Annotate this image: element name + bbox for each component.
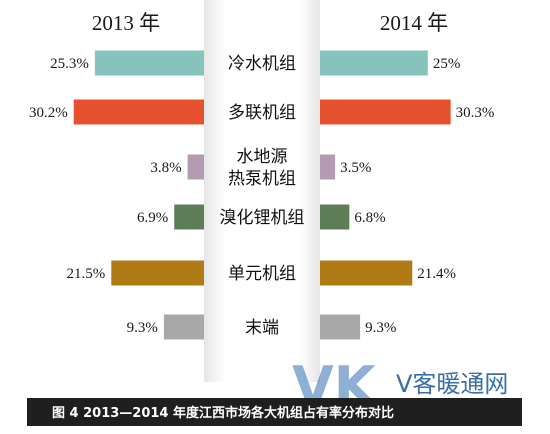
bar-2013-4	[111, 260, 204, 286]
value-label-2013-3: 6.9%	[137, 210, 168, 226]
category-label-4: 单元机组	[228, 264, 296, 284]
category-label-5: 末端	[245, 318, 279, 338]
category-label-2-0: 水地源	[237, 147, 288, 167]
center-label-column	[204, 0, 320, 382]
right-year-title: 2014 年	[380, 11, 448, 35]
bar-2014-3	[320, 204, 350, 230]
value-label-2013-0: 25.3%	[50, 56, 89, 72]
category-label-0: 冷水机组	[228, 54, 296, 74]
bar-2014-4	[320, 260, 413, 286]
value-label-2013-2: 3.8%	[150, 160, 181, 176]
bars-layer: 25.3% 25% 冷水机组 30.2% 30.3% 多联机组 3.8% 3.5% 水地源热泵机…	[29, 50, 495, 340]
value-label-2013-1: 30.2%	[29, 105, 68, 121]
bar-2014-0	[320, 50, 428, 76]
bar-2014-2	[320, 154, 336, 180]
bar-2013-2	[187, 154, 204, 180]
watermark-text: V客暖通网	[396, 370, 508, 398]
caption-bar	[27, 398, 522, 426]
value-label-2014-1: 30.3%	[456, 105, 495, 121]
category-label-3: 溴化锂机组	[220, 208, 305, 228]
bar-2013-3	[174, 204, 204, 230]
value-label-2014-0: 25%	[433, 56, 461, 72]
value-label-2014-4: 21.4%	[417, 266, 456, 282]
value-label-2013-5: 9.3%	[127, 320, 158, 336]
caption: 图 4 2013—2014 年度江西市场各大机组占有率分布对比	[52, 405, 394, 421]
bar-2013-5	[163, 314, 204, 340]
bar-2014-5	[320, 314, 361, 340]
bar-2013-1	[73, 99, 204, 125]
bar-2014-1	[320, 99, 451, 125]
value-label-2013-4: 21.5%	[67, 266, 106, 282]
value-label-2014-3: 6.8%	[354, 210, 385, 226]
category-label-1: 多联机组	[228, 103, 296, 123]
bar-2013-0	[94, 50, 204, 76]
value-label-2014-5: 9.3%	[365, 320, 396, 336]
value-label-2014-2: 3.5%	[340, 160, 371, 176]
category-label-2-1: 热泵机组	[228, 169, 296, 189]
left-year-title: 2013 年	[92, 11, 160, 35]
